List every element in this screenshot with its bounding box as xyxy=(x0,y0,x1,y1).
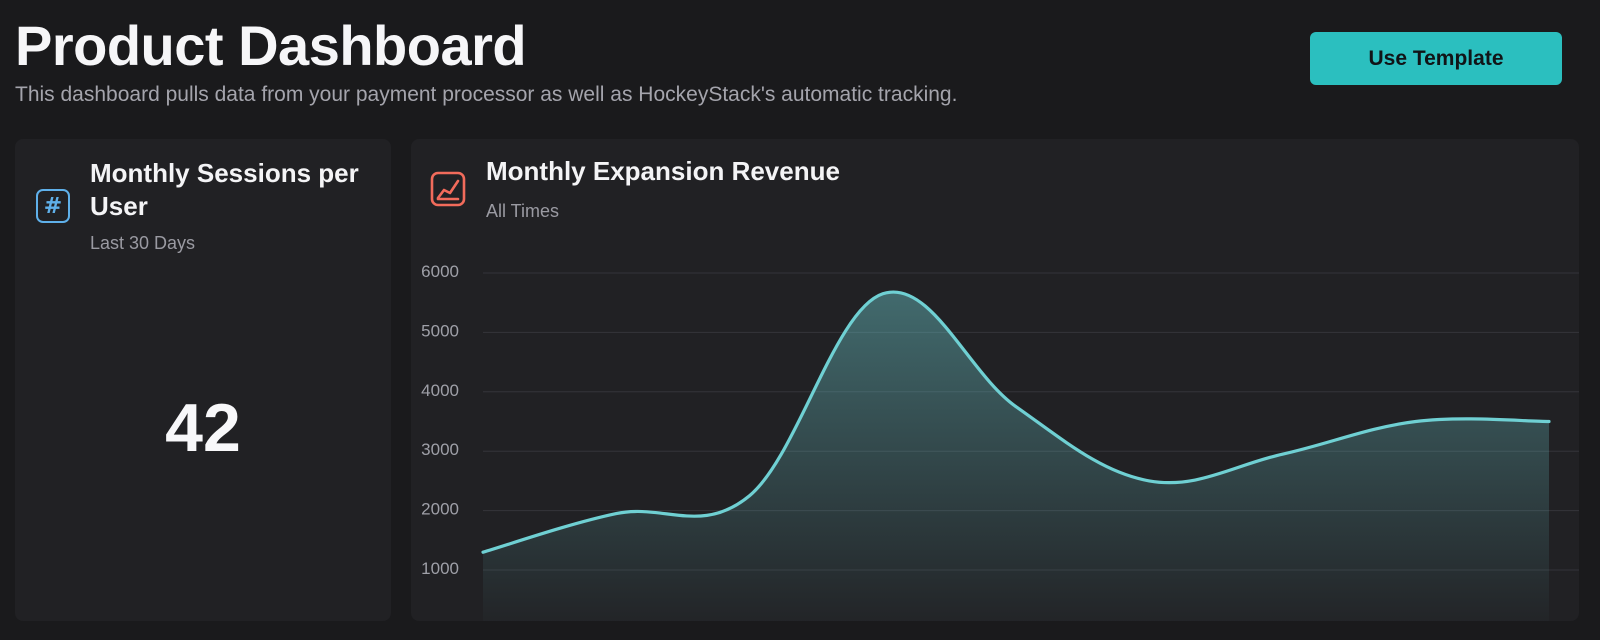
page-title: Product Dashboard xyxy=(15,14,527,77)
series-line xyxy=(481,290,1551,554)
use-template-button[interactable]: Use Template xyxy=(1310,32,1562,85)
hash-icon: # xyxy=(36,189,70,223)
line-chart-icon xyxy=(430,171,466,207)
y-tick-label: 2000 xyxy=(421,500,459,519)
page-subtitle: This dashboard pulls data from your paym… xyxy=(15,83,958,106)
page-header: Product Dashboard This dashboard pulls d… xyxy=(15,14,1115,108)
card-caption: All Times xyxy=(486,201,560,221)
metric-value: 42 xyxy=(165,390,241,466)
card-title: Monthly Sessions per User xyxy=(90,158,359,221)
series-area xyxy=(483,291,1549,621)
y-tick-label: 1000 xyxy=(421,559,459,578)
y-tick-label: 6000 xyxy=(421,262,459,281)
y-tick-label: 4000 xyxy=(421,381,459,400)
y-tick-label: 3000 xyxy=(421,440,459,459)
sessions-card[interactable]: # Monthly Sessions per User Last 30 Days… xyxy=(15,139,391,621)
revenue-card[interactable]: Monthly Expansion Revenue All Times 1000… xyxy=(411,139,1579,621)
card-title: Monthly Expansion Revenue xyxy=(486,156,840,186)
card-caption: Last 30 Days xyxy=(90,233,196,253)
y-axis: 1000 2000 3000 4000 5000 6000 xyxy=(421,262,459,578)
y-tick-label: 5000 xyxy=(421,321,459,340)
revenue-chart: 1000 2000 3000 4000 5000 6000 xyxy=(421,262,1579,621)
